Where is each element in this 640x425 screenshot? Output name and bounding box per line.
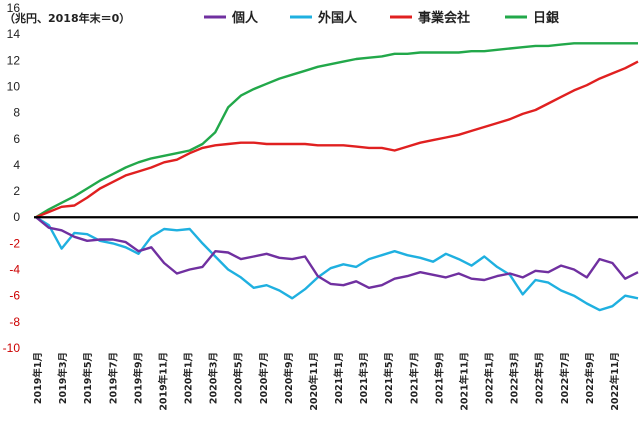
x-tick-label: 2021年5月 [383,352,395,404]
y-tick-label: 12 [7,53,21,67]
x-tick-label: 2019年9月 [132,352,144,404]
y-tick-label: 14 [7,27,21,41]
x-tick-label: 2019年11月 [157,352,169,411]
x-tick-label: 2021年1月 [333,352,345,404]
y-tick-label: 16 [7,1,21,15]
x-tick-label: 2020年7月 [258,352,270,404]
x-tick-label: 2019年1月 [32,352,44,404]
x-tick-label: 2022年1月 [484,352,496,404]
y-tick-label: -4 [9,263,20,277]
x-tick-label: 2020年5月 [233,352,245,404]
x-tick-label: 2022年3月 [509,352,521,404]
legend-item: 外国人 [290,10,358,26]
y-tick-label: 8 [13,106,20,120]
x-tick-label: 2022年9月 [584,352,596,404]
series-line [35,60,639,219]
y-axis: 16 14 12 10 8 6 4 2 0 -2 -4 -6 -8 -10 [3,1,21,355]
y-tick-label: -8 [9,315,20,329]
x-tick-label: 2020年11月 [308,352,320,411]
x-axis: 2019年1月 2019年3月 2019年5月 2019年7月 2019年9月 2019年… [32,352,621,411]
y-tick-label: 10 [7,80,21,94]
unit-label: （兆円、2018年末＝0） [4,11,130,25]
x-tick-label: 2019年5月 [82,352,94,404]
y-tick-label: 0 [13,210,20,224]
y-tick-label: 2 [13,184,20,198]
x-tick-label: 2020年9月 [283,352,295,404]
legend-label: 日銀 [533,10,559,26]
legend-label: 個人 [231,10,259,26]
x-tick-label: 2021年3月 [358,352,370,404]
legend-item: 日銀 [505,10,559,26]
y-tick-label: -6 [9,289,20,303]
series-layer [35,42,639,312]
legend: 個人 外国人 事業会社 日銀 [204,10,559,26]
x-tick-label: 2019年3月 [57,352,69,404]
x-tick-label: 2021年9月 [433,352,445,404]
series-line [35,216,639,289]
x-tick-label: 2021年11月 [458,352,470,411]
y-tick-label: 4 [13,158,20,172]
x-tick-label: 2020年3月 [208,352,220,404]
legend-label: 外国人 [317,10,358,26]
x-tick-label: 2020年1月 [183,352,195,404]
series-line [35,216,639,312]
legend-item: 個人 [204,10,259,26]
y-tick-label: 6 [13,132,20,146]
x-tick-label: 2021年7月 [408,352,420,404]
legend-item: 事業会社 [390,10,470,26]
series-line [35,42,638,219]
legend-label: 事業会社 [418,10,470,26]
y-tick-label: -2 [9,236,20,250]
x-tick-label: 2022年5月 [534,352,546,404]
x-tick-label: 2022年7月 [559,352,571,404]
y-tick-label: -10 [3,341,21,355]
x-tick-label: 2019年7月 [107,352,119,404]
x-tick-label: 2022年11月 [609,352,621,411]
